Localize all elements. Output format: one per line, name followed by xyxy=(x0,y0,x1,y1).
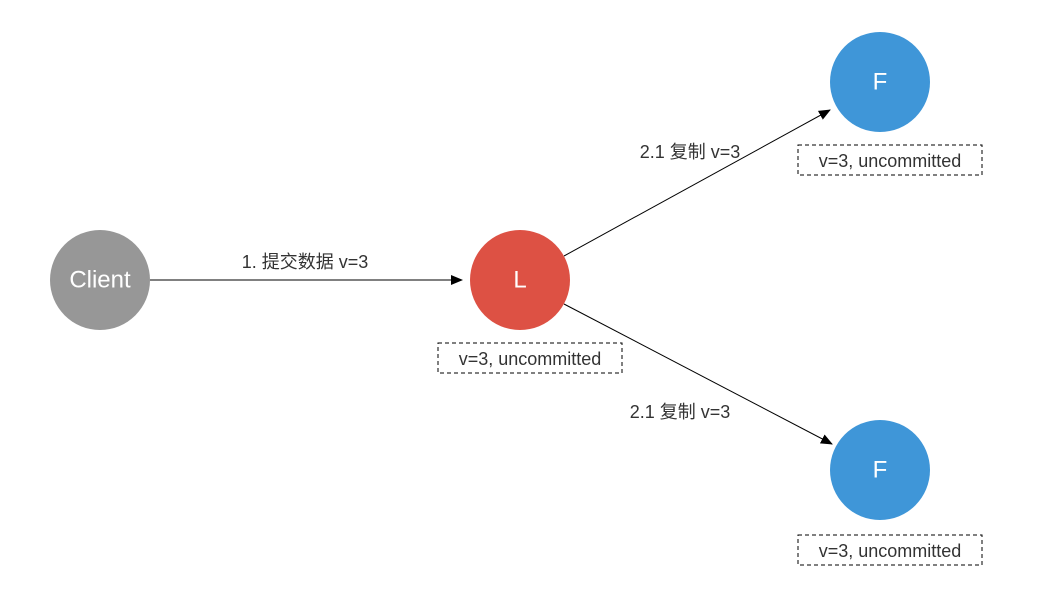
diagram-canvas: 1. 提交数据 v=3 2.1 复制 v=3 2.1 复制 v=3 Client… xyxy=(0,0,1056,598)
edge-line xyxy=(564,304,832,444)
edge-label: 2.1 复制 v=3 xyxy=(640,142,741,162)
edge-label: 2.1 复制 v=3 xyxy=(630,402,731,422)
edge-label: 1. 提交数据 v=3 xyxy=(242,252,369,272)
edge-line xyxy=(564,110,830,256)
state-box-follower2: v=3, uncommitted xyxy=(798,535,982,565)
node-leader: L xyxy=(470,230,570,330)
edge-leader-to-follower2: 2.1 复制 v=3 xyxy=(564,304,832,444)
node-follower2: F xyxy=(830,420,930,520)
node-client: Client xyxy=(50,230,150,330)
edge-leader-to-follower1: 2.1 复制 v=3 xyxy=(564,110,830,256)
node-label: L xyxy=(513,267,526,294)
node-follower1: F xyxy=(830,32,930,132)
node-label: F xyxy=(873,457,888,484)
edge-client-to-leader: 1. 提交数据 v=3 xyxy=(150,252,462,280)
state-box-label: v=3, uncommitted xyxy=(459,349,602,369)
state-box-leader: v=3, uncommitted xyxy=(438,343,622,373)
state-box-follower1: v=3, uncommitted xyxy=(798,145,982,175)
node-label: F xyxy=(873,69,888,96)
state-box-label: v=3, uncommitted xyxy=(819,541,962,561)
state-box-label: v=3, uncommitted xyxy=(819,151,962,171)
node-label: Client xyxy=(69,267,131,294)
